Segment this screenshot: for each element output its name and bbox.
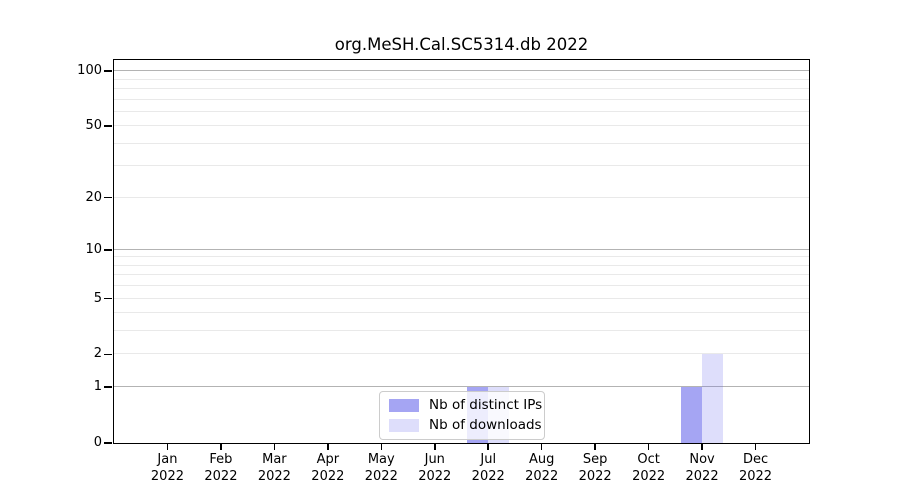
gridline-minor	[114, 110, 809, 112]
x-tick-mark	[594, 443, 596, 450]
x-tick-mark	[380, 443, 383, 450]
y-tick-mark	[104, 442, 113, 444]
gridline-minor	[114, 87, 809, 89]
y-tick-mark	[104, 297, 113, 300]
chart-title: org.MeSH.Cal.SC5314.db 2022	[334, 35, 589, 54]
bar-downloads-nov	[702, 354, 724, 443]
x-axis-tick-label: May 2022	[364, 452, 398, 484]
gridline-minor	[114, 274, 809, 276]
x-axis-tick-label: Jun 2022	[418, 452, 452, 484]
y-tick-mark	[104, 386, 113, 388]
y-tick-mark	[104, 196, 113, 199]
legend-item: Nb of downloads	[389, 418, 542, 432]
y-axis-tick-label: 100	[77, 63, 102, 79]
gridline-minor	[114, 256, 809, 258]
bar-distinct-ips-nov	[681, 387, 703, 443]
gridline-minor	[114, 297, 809, 299]
gridline-minor	[114, 98, 809, 100]
gridline-minor	[114, 264, 809, 266]
y-axis-tick-label: 0	[93, 435, 102, 450]
gridline-major	[114, 248, 809, 250]
legend-label: Nb of downloads	[429, 417, 542, 433]
x-tick-mark	[647, 443, 650, 450]
x-axis-tick-label: Feb 2022	[204, 452, 238, 484]
legend: Nb of distinct IPs Nb of downloads	[379, 391, 545, 440]
x-axis-tick-label: Aug 2022	[525, 452, 559, 484]
gridline-minor	[114, 165, 809, 167]
x-tick-mark	[166, 443, 169, 450]
gridline-minor	[114, 353, 809, 355]
gridline-major	[114, 386, 809, 388]
gridline-minor	[114, 142, 809, 144]
x-tick-mark	[220, 443, 222, 450]
x-axis-tick-label: Dec 2022	[738, 452, 773, 484]
x-tick-mark	[273, 443, 276, 450]
gridline-minor	[114, 330, 809, 332]
x-axis-tick-label: Jan 2022	[150, 452, 184, 484]
y-axis-tick-label: 2	[93, 346, 102, 362]
x-axis-tick-label: Nov 2022	[685, 452, 719, 484]
y-tick-mark	[104, 70, 113, 72]
y-tick-mark	[104, 125, 113, 127]
y-axis-tick-label: 20	[85, 189, 102, 205]
plot-area: Nb of distinct IPs Nb of downloads 0 1 2 5 10…	[77, 59, 810, 484]
legend-item: Nb of distinct IPs	[389, 398, 542, 412]
x-axis-tick-label: Sep 2022	[578, 452, 612, 484]
legend-label: Nb of distinct IPs	[429, 397, 543, 413]
y-tick-mark	[104, 353, 113, 356]
y-tick-mark	[104, 248, 113, 251]
gridline-minor	[114, 312, 809, 314]
y-axis-tick-label: 1	[93, 379, 102, 395]
gridline-minor	[114, 125, 809, 127]
gridline-minor	[114, 78, 809, 80]
legend-swatch-distinct-ips	[389, 398, 419, 412]
gridline-major	[114, 70, 809, 72]
x-axis-tick-label: Oct 2022	[632, 452, 666, 484]
x-axis-tick-label: Jul 2022	[471, 452, 505, 484]
y-axis-tick-label: 10	[85, 241, 102, 257]
y-axis-tick-label: 5	[93, 290, 102, 306]
y-axis-tick-label: 50	[85, 118, 102, 134]
x-axis-tick-label: Mar 2022	[257, 452, 291, 484]
legend-swatch-downloads	[389, 418, 419, 432]
x-tick-mark	[540, 443, 543, 450]
x-axis-tick-label: Apr 2022	[311, 452, 345, 484]
x-tick-mark	[434, 443, 436, 450]
x-tick-mark	[754, 443, 757, 450]
x-tick-mark	[327, 443, 329, 450]
x-tick-mark	[701, 443, 703, 450]
gridline-minor	[114, 196, 809, 198]
x-tick-mark	[487, 443, 489, 450]
gridline-minor	[114, 285, 809, 287]
